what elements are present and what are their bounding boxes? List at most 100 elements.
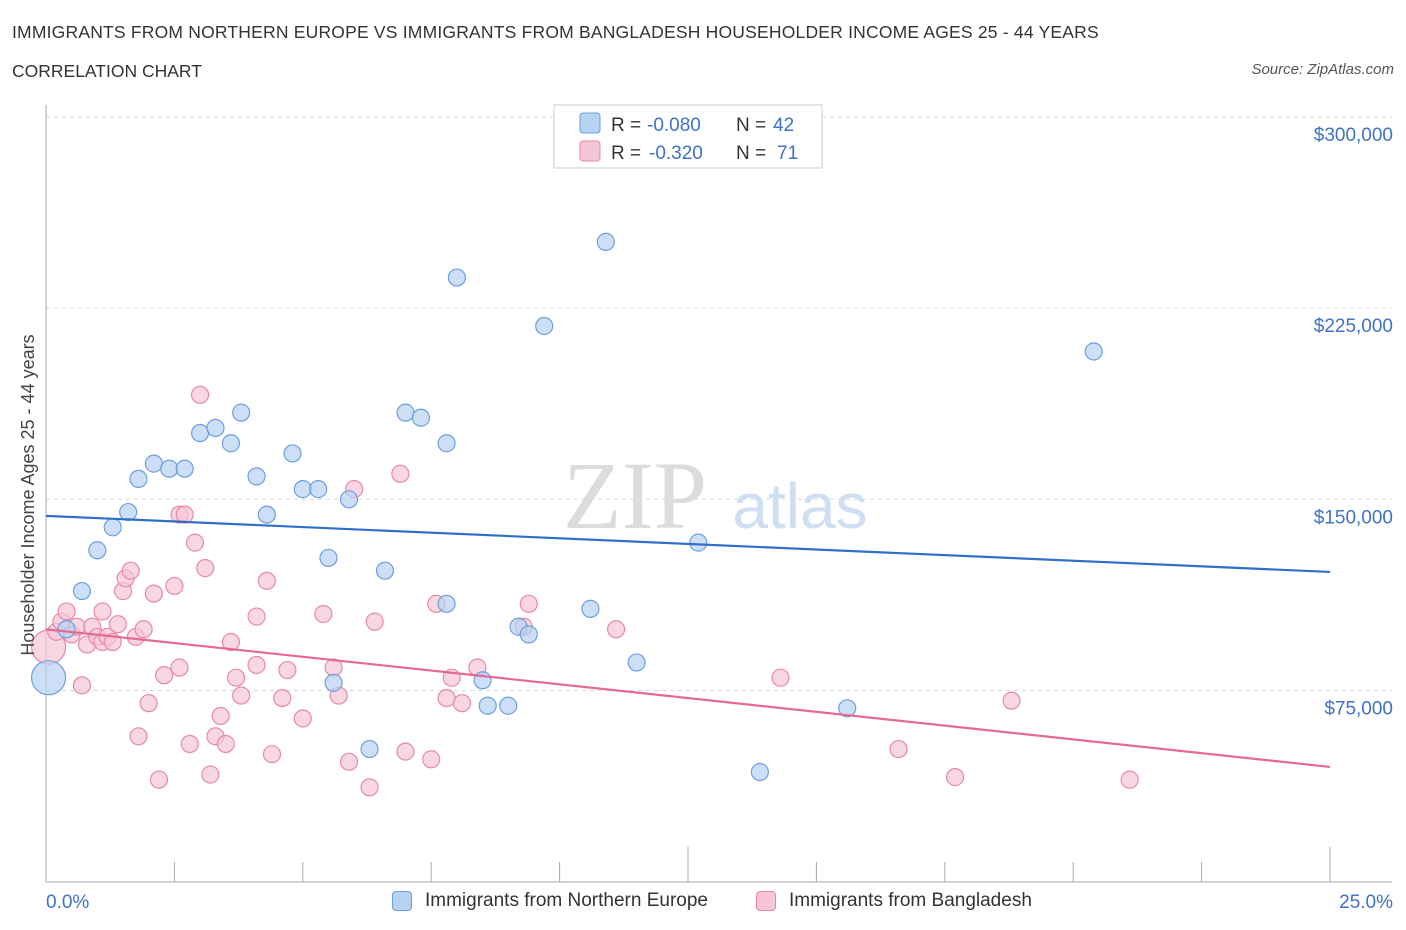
bangladesh-point <box>278 660 297 680</box>
bangladesh-point <box>201 765 220 784</box>
bangladesh-point <box>519 594 538 613</box>
northern-europe-point <box>206 418 225 438</box>
legend-blue-swatch <box>579 112 601 134</box>
y-tick-label: $150,000 <box>1314 507 1393 528</box>
y-tick-labels: $75,000 $150,000 $225,000 $300,000 <box>1314 125 1393 719</box>
legend-item-bangladesh: Immigrants from Bangladesh <box>756 890 1032 912</box>
northern-europe-point <box>360 739 379 759</box>
northern-europe-point <box>257 505 276 524</box>
bangladesh-point <box>422 750 441 769</box>
northern-europe-point <box>339 490 359 509</box>
northern-europe-point <box>129 469 148 489</box>
bangladesh-point <box>155 666 174 685</box>
legend-swatch-blue <box>392 891 412 911</box>
legend-blue-r-label: R = <box>611 115 641 136</box>
bangladesh-point <box>247 655 266 675</box>
bangladesh-point <box>314 604 333 624</box>
northern-europe-point <box>750 762 770 782</box>
watermark-zip: ZIP <box>563 442 707 549</box>
northern-europe-point <box>473 671 492 690</box>
northern-europe-point <box>596 232 615 251</box>
bangladesh-point <box>247 607 266 626</box>
northern-europe-point <box>437 594 456 613</box>
northern-europe-point <box>519 625 538 644</box>
northern-europe-point <box>581 599 600 618</box>
legend-label-bangladesh: Immigrants from Bangladesh <box>789 890 1032 911</box>
bangladesh-point <box>211 706 230 726</box>
bangladesh-point <box>129 727 148 746</box>
northern-europe-point <box>30 660 67 696</box>
watermark-atlas: atlas <box>732 470 867 542</box>
bangladesh-point <box>1002 691 1021 710</box>
northern-europe-point <box>411 408 431 427</box>
bangladesh-point <box>262 745 282 764</box>
bangladesh-point <box>185 533 205 552</box>
bangladesh-point <box>945 768 965 787</box>
legend-blue-n-value: 42 <box>773 115 794 136</box>
bangladesh-point <box>196 559 215 578</box>
northern-europe-point <box>160 459 179 478</box>
bangladesh-point <box>606 620 626 639</box>
y-axis-label: Householder Income Ages 25 - 44 years <box>18 334 38 655</box>
trend-line-northern-europe <box>45 514 1331 574</box>
legend-blue-n-label: N = <box>736 115 766 136</box>
chart-subtitle: CORRELATION CHART <box>12 61 202 81</box>
bangladesh-point <box>1120 770 1139 789</box>
bangladesh-point <box>360 778 379 797</box>
top-legend: R = -0.080 N = 42 R = -0.320 N = 71 <box>553 104 823 169</box>
bangladesh-point <box>170 658 189 677</box>
bangladesh-point <box>165 576 184 596</box>
legend-pink-r-label: R = <box>611 143 641 164</box>
northern-europe-point <box>324 673 343 692</box>
bangladesh-point <box>232 686 251 705</box>
trend-line-bangladesh <box>45 628 1331 769</box>
northern-europe-point <box>478 696 497 715</box>
bangladesh-point <box>190 385 210 404</box>
x-tick-labels: 0.0% 25.0% <box>46 892 1393 913</box>
bangladesh-point <box>221 632 240 652</box>
bangladesh-point <box>72 676 92 695</box>
bangladesh-point <box>889 739 908 759</box>
bangladesh-point <box>180 734 199 754</box>
bangladesh-point <box>396 742 415 761</box>
y-tick-label: $75,000 <box>1324 698 1393 719</box>
northern-europe-point <box>535 316 554 336</box>
legend-item-northern-europe: Immigrants from Northern Europe <box>392 890 708 912</box>
northern-europe-point <box>437 434 456 453</box>
northern-europe-point <box>119 502 138 522</box>
x-tick-label-start: 0.0% <box>46 892 89 913</box>
northern-europe-point <box>57 620 76 639</box>
northern-europe-point <box>319 548 338 568</box>
series-bangladesh-points <box>30 385 1139 797</box>
bangladesh-point <box>139 694 158 713</box>
x-tick-label-end: 25.0% <box>1339 892 1393 913</box>
bangladesh-point <box>437 688 456 708</box>
legend-pink-swatch <box>579 140 601 162</box>
grid-lines <box>46 116 1392 691</box>
bangladesh-point <box>175 505 194 524</box>
legend-blue-r-value: -0.080 <box>647 115 701 136</box>
bangladesh-point <box>771 668 790 687</box>
legend-swatch-pink <box>756 891 776 911</box>
legend-pink-n-label: N = <box>736 143 766 164</box>
bangladesh-point <box>226 668 246 687</box>
northern-europe-point <box>1084 342 1103 361</box>
axes <box>45 105 1392 883</box>
series-northern-europe-points <box>30 232 1103 782</box>
northern-europe-point <box>103 518 122 537</box>
bangladesh-point <box>365 612 384 631</box>
northern-europe-point <box>309 480 328 499</box>
northern-europe-point <box>247 467 266 486</box>
northern-europe-point <box>232 403 251 422</box>
legend-pink-n-value: 71 <box>777 143 798 164</box>
bangladesh-point <box>391 464 410 483</box>
bangladesh-point <box>149 770 169 789</box>
bangladesh-point <box>216 734 235 754</box>
bottom-legend: Immigrants from Northern Europe Immigran… <box>0 890 1406 916</box>
northern-europe-point <box>396 403 415 422</box>
northern-europe-point <box>689 533 708 552</box>
bangladesh-point <box>339 752 359 771</box>
bangladesh-point <box>134 620 153 639</box>
bangladesh-point <box>93 602 112 621</box>
bangladesh-point <box>273 688 292 708</box>
